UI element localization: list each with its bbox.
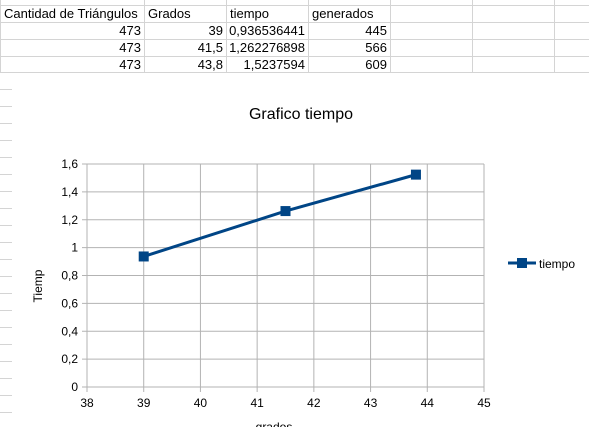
row-divider — [0, 361, 12, 362]
row-divider — [0, 293, 12, 294]
empty-cell[interactable] — [391, 5, 471, 22]
row-divider — [0, 259, 12, 260]
x-tick-label: 44 — [421, 396, 435, 410]
header-cell-tiempo[interactable]: tiempo — [230, 6, 270, 21]
legend-label: tiempo — [539, 257, 575, 271]
row-divider — [0, 378, 12, 379]
row-divider — [0, 72, 589, 73]
y-tick-label: 1,2 — [61, 213, 78, 227]
legend: tiempo — [508, 257, 575, 271]
x-tick-label: 43 — [364, 396, 378, 410]
row-divider — [0, 310, 12, 311]
column-divider — [554, 0, 555, 72]
data-cell[interactable]: 0,936536441 — [229, 23, 305, 38]
x-tick-label: 40 — [194, 396, 208, 410]
x-tick-label: 39 — [137, 396, 151, 410]
row-divider — [0, 106, 12, 107]
column-divider — [472, 0, 473, 72]
x-axis-label: grados — [256, 420, 293, 427]
row-divider — [0, 22, 589, 23]
y-tick-label: 0,4 — [61, 324, 78, 338]
chart-title: Grafico tiempo — [249, 106, 353, 123]
x-tick-label: 42 — [307, 396, 321, 410]
data-cell[interactable]: 1,262276898 — [229, 40, 305, 55]
header-cell-cantidad[interactable]: Cantidad de Triángulos — [4, 6, 138, 21]
y-axis-label: Tiemp — [31, 269, 45, 302]
row-divider — [0, 395, 12, 396]
column-divider — [308, 0, 309, 72]
y-tick-label: 1 — [71, 241, 78, 255]
row-divider — [0, 174, 12, 175]
chart-canvas: Grafico tiempo 0 0,2 0,4 0,6 0,8 1 1,2 1,4 1,6 3… — [31, 106, 575, 427]
header-cell-generados[interactable]: generados — [312, 6, 374, 21]
row-divider — [0, 39, 589, 40]
row-divider — [0, 89, 12, 90]
axes — [82, 163, 485, 392]
x-axis-ticks: 38 39 40 41 42 43 44 45 — [80, 396, 491, 410]
column-divider — [226, 0, 227, 72]
header-cell-grados[interactable]: Grados — [148, 6, 191, 21]
row-divider — [0, 327, 12, 328]
embedded-chart[interactable]: Grafico tiempo 0 0,2 0,4 0,6 0,8 1 1,2 1,4 1,6 3… — [12, 90, 589, 427]
data-cell[interactable]: 1,5237594 — [243, 57, 305, 72]
data-cell[interactable]: 39 — [208, 23, 223, 38]
legend-marker-square — [517, 258, 527, 268]
y-tick-label: 0 — [71, 380, 78, 394]
y-tick-label: 0,6 — [61, 296, 78, 310]
x-tick-label: 41 — [250, 396, 264, 410]
row-divider — [0, 56, 589, 57]
y-axis-ticks: 0 0,2 0,4 0,6 0,8 1 1,2 1,4 1,6 — [61, 157, 78, 394]
y-tick-label: 1,6 — [61, 157, 78, 171]
data-cell[interactable]: 609 — [365, 57, 387, 72]
data-cell[interactable]: 473 — [119, 57, 141, 72]
empty-cell[interactable] — [473, 5, 553, 22]
row-divider — [0, 276, 12, 277]
row-divider — [0, 123, 12, 124]
data-cell[interactable]: 41,5 — [197, 40, 223, 55]
data-point-marker — [138, 251, 149, 262]
data-cell[interactable]: 473 — [119, 23, 141, 38]
y-tick-label: 0,8 — [61, 269, 78, 283]
data-cell[interactable]: 43,8 — [197, 57, 223, 72]
row-divider — [0, 225, 12, 226]
x-tick-label: 45 — [477, 396, 491, 410]
series-line — [143, 173, 417, 258]
y-tick-label: 0,2 — [61, 352, 78, 366]
row-divider — [0, 242, 12, 243]
row-divider — [0, 191, 12, 192]
x-tick-label: 38 — [80, 396, 94, 410]
data-cell[interactable]: 445 — [365, 23, 387, 38]
series-tiempo — [138, 169, 421, 262]
data-cell[interactable]: 473 — [119, 40, 141, 55]
data-cell[interactable]: 566 — [365, 40, 387, 55]
row-divider — [0, 208, 12, 209]
row-divider — [0, 140, 12, 141]
row-divider — [0, 344, 12, 345]
gridlines — [87, 163, 485, 387]
column-divider — [390, 0, 391, 72]
data-point-marker — [410, 169, 421, 180]
y-tick-label: 1,4 — [61, 185, 78, 199]
data-point-marker — [280, 206, 291, 217]
column-divider — [144, 0, 145, 72]
row-divider — [0, 412, 12, 413]
row-divider — [0, 5, 589, 6]
column-divider — [0, 0, 1, 72]
row-divider — [0, 157, 12, 158]
